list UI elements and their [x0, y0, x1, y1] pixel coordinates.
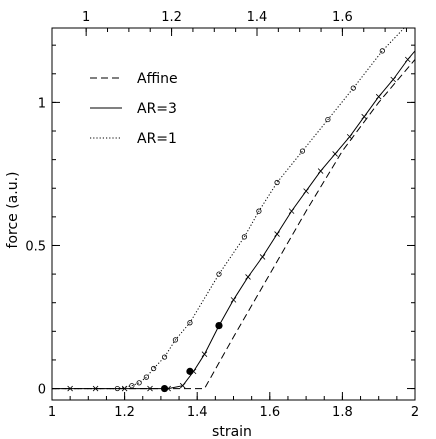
legend-label: AR=1 — [137, 131, 177, 147]
data-point-x-marker — [346, 133, 353, 140]
x-tick-label: 1.4 — [187, 405, 208, 420]
plot-frame — [51, 27, 416, 401]
x-tick-label: 1 — [48, 405, 56, 420]
y-tick-label: 0.5 — [25, 239, 46, 254]
data-point-x-marker — [288, 208, 295, 214]
data-point-circle-marker — [299, 148, 306, 154]
ticks-layer: 1 1.2 1.4 1.6 1.8 2 0 0.5 1 1 1.2 1.4 1.6 — [25, 10, 419, 420]
data-point-circle-marker — [379, 48, 385, 54]
x-tick-label: 1.2 — [114, 405, 135, 420]
data-point-circle-marker — [129, 383, 135, 389]
data-point-x-marker — [230, 297, 237, 303]
series-line-ar-3 — [52, 50, 415, 390]
x-axis-label: strain — [212, 424, 252, 439]
series-line-ar-1 — [52, 28, 405, 390]
highlighted-point — [215, 322, 223, 330]
data-point-x-marker — [375, 93, 382, 100]
data-point-x-marker — [317, 168, 324, 174]
legend-label: AR=3 — [137, 101, 177, 117]
top-tick-label: 1 — [82, 10, 90, 25]
data-point-x-marker — [245, 274, 251, 280]
data-point-circle-marker — [143, 374, 149, 380]
y-axis-label: force (a.u.) — [5, 172, 21, 249]
y-tick-label: 1 — [38, 96, 46, 111]
series-clip-group — [52, 28, 415, 393]
top-tick-label: 1.2 — [161, 10, 182, 25]
highlighted-point — [160, 384, 169, 393]
data-point-circle-marker — [187, 320, 193, 326]
data-point-circle-marker — [114, 385, 120, 392]
legend-label: Affine — [137, 71, 178, 87]
data-point-x-marker — [303, 188, 309, 194]
data-point-circle-marker — [151, 365, 157, 372]
data-point-x-marker — [201, 351, 208, 357]
data-point-x-marker — [147, 385, 153, 392]
y-tick-label: 0 — [38, 383, 46, 398]
data-point-x-marker — [390, 76, 397, 83]
data-point-circle-marker — [161, 354, 168, 360]
legend: Affine AR=3 AR=1 — [90, 71, 178, 147]
data-point-x-marker — [179, 382, 186, 389]
data-point-x-marker — [361, 113, 367, 120]
top-tick-label: 1.4 — [247, 10, 268, 25]
plot-border — [51, 27, 416, 401]
data-point-circle-marker — [274, 179, 280, 186]
data-point-x-marker — [92, 385, 99, 392]
data-point-circle-marker — [172, 337, 179, 343]
top-tick-label: 1.6 — [332, 10, 353, 25]
x-tick-label: 1.6 — [259, 405, 280, 420]
data-point-circle-marker — [350, 85, 356, 91]
series-line-affine — [52, 59, 415, 390]
data-point-x-marker — [274, 231, 280, 237]
data-point-x-marker — [67, 385, 73, 392]
data-point-circle-marker — [136, 380, 142, 386]
data-point-circle-marker — [241, 234, 247, 240]
data-point-circle-marker — [216, 271, 222, 277]
highlighted-point — [186, 367, 194, 375]
x-tick-label: 1.8 — [332, 405, 353, 420]
data-point-circle-marker — [325, 116, 331, 123]
x-tick-label: 2 — [411, 405, 419, 420]
data-point-circle-marker — [256, 208, 262, 214]
series-layer — [52, 28, 415, 393]
data-point-x-marker — [404, 56, 411, 63]
data-point-x-marker — [259, 254, 266, 260]
data-point-x-marker — [332, 151, 338, 157]
